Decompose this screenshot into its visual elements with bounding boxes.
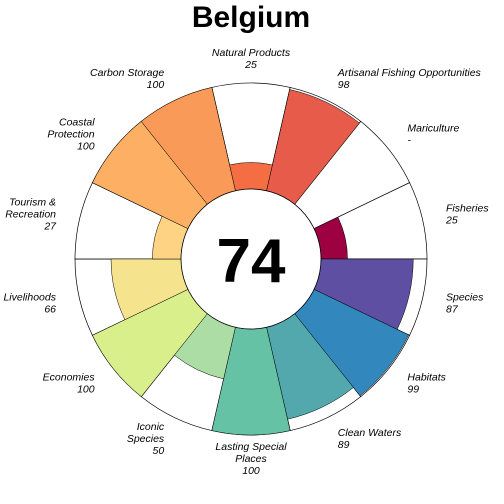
score-fisheries: 25 <box>445 215 458 227</box>
center-score: 74 <box>217 227 286 296</box>
name-mariculture: Mariculture <box>407 122 459 134</box>
score-coastal-protection: 100 <box>77 140 95 152</box>
score-livelihoods: 66 <box>44 304 56 316</box>
name-livelihoods: Livelihoods <box>3 292 56 304</box>
label-tourism-recreation: Tourism & Recreation 27 <box>5 197 57 233</box>
name-clean-waters: Clean Waters <box>338 427 402 439</box>
score-lasting-special-places: 100 <box>242 465 260 477</box>
label-economies: Economies 100 <box>43 372 96 396</box>
score-artisanal-fishing-opportunities: 98 <box>338 79 350 91</box>
name-coastal-protection: Protection <box>47 128 94 140</box>
name-economies: Economies <box>43 372 96 384</box>
score-economies: 100 <box>77 384 95 396</box>
name-carbon-storage: Carbon Storage <box>90 67 164 79</box>
label-coastal-protection: Coastal Protection 100 <box>47 116 95 152</box>
label-mariculture: Mariculture - <box>407 122 459 146</box>
name-species: Species <box>446 292 484 304</box>
label-artisanal-fishing-opportunities: Artisanal Fishing Opportunities 98 <box>337 67 482 91</box>
name-tourism-recreation: Tourism & <box>9 197 56 209</box>
label-iconic-species: Iconic Species 50 <box>127 421 165 457</box>
score-species: 87 <box>446 304 459 316</box>
label-lasting-special-places: Lasting Special Places 100 <box>215 441 287 477</box>
petal-fills <box>92 87 414 436</box>
chart-title: Belgium <box>192 1 310 34</box>
name-lasting-special-places: Lasting Special <box>215 441 287 453</box>
name-artisanal-fishing-opportunities: Artisanal Fishing Opportunities <box>337 67 482 79</box>
label-natural-products: Natural Products 25 <box>212 47 291 71</box>
label-carbon-storage: Carbon Storage 100 <box>90 67 164 91</box>
score-iconic-species: 50 <box>153 445 165 457</box>
label-livelihoods: Livelihoods 66 <box>3 292 56 316</box>
name-natural-products: Natural Products <box>212 47 291 59</box>
name-iconic-species: Species <box>127 433 165 445</box>
score-tourism-recreation: 27 <box>43 221 57 233</box>
name-fisheries: Fisheries <box>446 203 489 215</box>
score-clean-waters: 89 <box>338 439 350 451</box>
label-species: Species 87 <box>446 292 484 316</box>
label-fisheries: Fisheries 25 <box>445 203 489 227</box>
name-coastal-protection: Coastal <box>59 116 95 128</box>
score-habitats: 99 <box>407 384 419 396</box>
name-lasting-special-places: Places <box>235 453 267 465</box>
label-habitats: Habitats 99 <box>407 372 446 396</box>
name-iconic-species: Iconic <box>137 421 165 433</box>
score-carbon-storage: 100 <box>147 79 165 91</box>
center-hole <box>180 188 322 330</box>
name-tourism-recreation: Recreation <box>5 209 56 221</box>
score-mariculture: - <box>407 134 411 146</box>
label-clean-waters: Clean Waters 89 <box>338 427 402 451</box>
score-natural-products: 25 <box>244 59 257 71</box>
name-habitats: Habitats <box>407 372 446 384</box>
petal-natural-products <box>229 162 273 192</box>
